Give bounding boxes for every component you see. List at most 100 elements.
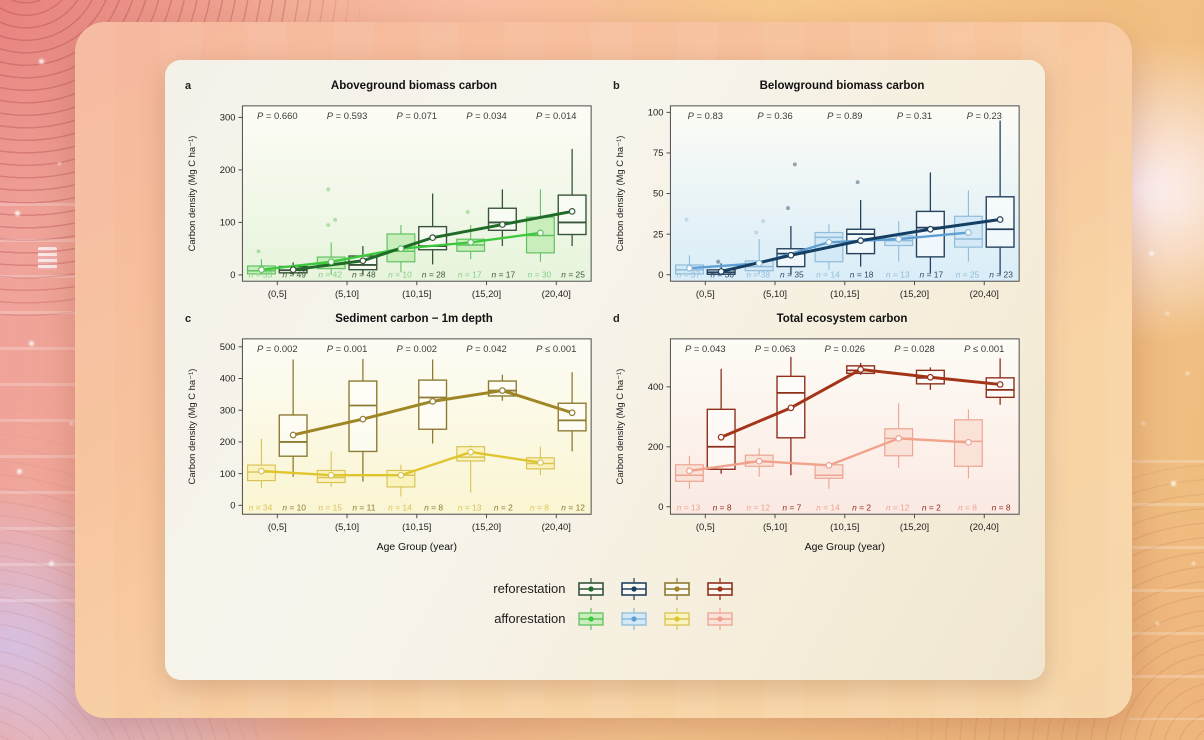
svg-text:P = 0.028: P = 0.028 xyxy=(894,343,935,354)
svg-text:P = 0.042: P = 0.042 xyxy=(466,343,507,354)
svg-text:(15,20]: (15,20] xyxy=(472,521,501,532)
svg-text:P ≤ 0.001: P ≤ 0.001 xyxy=(964,343,1004,354)
svg-text:P = 0.002: P = 0.002 xyxy=(397,343,438,354)
svg-text:n = 42: n = 42 xyxy=(318,269,342,279)
svg-text:(10,15]: (10,15] xyxy=(402,288,431,299)
legend: reforestation afforestation xyxy=(165,576,1045,632)
svg-text:200: 200 xyxy=(648,441,664,452)
legend-boxplot-icon xyxy=(620,607,647,630)
svg-text:(5,10]: (5,10] xyxy=(335,288,359,299)
panel-letter-a: a xyxy=(185,80,192,92)
svg-text:(5,10]: (5,10] xyxy=(763,521,787,532)
svg-text:n = 11: n = 11 xyxy=(352,502,375,512)
horizontal-lines-right xyxy=(1129,420,1204,720)
panel-a: a Aboveground biomass carbon P = 0.660 P … xyxy=(181,80,607,313)
panel-a-chart: P = 0.660 P = 0.593 P = 0.071 P = 0.034 P = … xyxy=(186,105,592,299)
legend-label-afforestation: afforestation xyxy=(494,611,566,627)
svg-text:200: 200 xyxy=(220,436,236,447)
svg-text:Carbon density (Mg C ha⁻¹): Carbon density (Mg C ha⁻¹) xyxy=(186,136,197,252)
legend-glyphs-reforestation xyxy=(574,576,737,602)
svg-text:(0,5]: (0,5] xyxy=(696,521,715,532)
svg-text:n = 10: n = 10 xyxy=(388,269,412,279)
panel-letter-c: c xyxy=(185,312,192,325)
svg-text:n = 8: n = 8 xyxy=(424,502,443,512)
svg-text:75: 75 xyxy=(653,147,663,158)
striped-chip-decoration xyxy=(38,247,57,270)
svg-text:Age Group (year): Age Group (year) xyxy=(805,542,885,553)
svg-text:(20,40]: (20,40] xyxy=(970,521,999,532)
svg-text:n = 12: n = 12 xyxy=(561,502,585,512)
legend-glyphs-afforestation xyxy=(574,606,737,632)
svg-text:P = 0.014: P = 0.014 xyxy=(536,110,577,121)
svg-text:0: 0 xyxy=(658,501,663,512)
svg-text:n = 17: n = 17 xyxy=(458,269,482,279)
svg-text:100: 100 xyxy=(648,107,664,118)
svg-text:n = 15: n = 15 xyxy=(318,502,342,512)
svg-text:n = 8: n = 8 xyxy=(958,502,977,512)
svg-text:n = 12: n = 12 xyxy=(746,502,770,512)
svg-text:Carbon density (Mg C ha⁻¹): Carbon density (Mg C ha⁻¹) xyxy=(614,369,625,485)
svg-text:n = 18: n = 18 xyxy=(850,269,874,279)
panel-letter-d: d xyxy=(613,312,620,325)
legend-boxplot-icon xyxy=(663,577,690,600)
svg-text:P = 0.23: P = 0.23 xyxy=(967,110,1002,121)
svg-text:(0,5]: (0,5] xyxy=(268,288,287,299)
svg-text:n = 12: n = 12 xyxy=(886,502,910,512)
svg-text:(20,40]: (20,40] xyxy=(970,288,999,299)
svg-text:n = 13: n = 13 xyxy=(677,502,701,512)
svg-text:n = 2: n = 2 xyxy=(922,502,941,512)
svg-text:400: 400 xyxy=(648,381,664,392)
svg-text:0: 0 xyxy=(230,499,235,510)
svg-text:P = 0.071: P = 0.071 xyxy=(397,110,438,121)
svg-text:(20,40]: (20,40] xyxy=(542,288,571,299)
figure-card: a Aboveground biomass carbon P = 0.660 P … xyxy=(165,60,1045,680)
slide-card: a Aboveground biomass carbon P = 0.660 P … xyxy=(75,22,1132,718)
svg-text:n = 14: n = 14 xyxy=(816,269,840,279)
svg-text:n = 38: n = 38 xyxy=(746,269,770,279)
legend-boxplot-icon xyxy=(577,577,604,600)
svg-text:200: 200 xyxy=(220,164,236,175)
svg-text:P = 0.83: P = 0.83 xyxy=(688,110,723,121)
svg-text:n = 8: n = 8 xyxy=(992,502,1011,512)
svg-text:P = 0.593: P = 0.593 xyxy=(327,110,368,121)
svg-text:(5,10]: (5,10] xyxy=(763,288,787,299)
svg-text:P = 0.002: P = 0.002 xyxy=(257,343,298,354)
sparkle-dots xyxy=(0,0,3,3)
svg-text:(15,20]: (15,20] xyxy=(472,288,501,299)
svg-text:(20,40]: (20,40] xyxy=(542,521,571,532)
svg-text:n = 37: n = 37 xyxy=(677,269,701,279)
legend-label-reforestation: reforestation xyxy=(493,581,566,597)
svg-text:P = 0.026: P = 0.026 xyxy=(825,343,866,354)
svg-text:n = 8: n = 8 xyxy=(713,502,732,512)
svg-text:n = 30: n = 30 xyxy=(528,269,552,279)
svg-text:n = 14: n = 14 xyxy=(816,502,840,512)
svg-text:n = 48: n = 48 xyxy=(352,269,376,279)
legend-row-reforestation: reforestation xyxy=(474,576,737,602)
svg-text:(10,15]: (10,15] xyxy=(830,288,859,299)
panel-b-chart: P = 0.83 P = 0.36 P = 0.89 P = 0.31 P = 0.23… xyxy=(614,105,1020,299)
panel-b-title: Belowground biomass carbon xyxy=(759,80,925,92)
svg-text:(10,15]: (10,15] xyxy=(402,521,431,532)
svg-text:0: 0 xyxy=(230,269,235,280)
svg-text:100: 100 xyxy=(220,468,236,479)
svg-text:0: 0 xyxy=(658,269,663,280)
svg-text:n = 14: n = 14 xyxy=(388,502,412,512)
svg-text:P = 0.660: P = 0.660 xyxy=(257,110,298,121)
svg-text:(0,5]: (0,5] xyxy=(268,521,287,532)
panel-c-title: Sediment carbon − 1m depth xyxy=(335,312,493,325)
svg-text:(15,20]: (15,20] xyxy=(900,288,929,299)
svg-text:n = 28: n = 28 xyxy=(422,269,446,279)
svg-text:400: 400 xyxy=(220,373,236,384)
svg-text:100: 100 xyxy=(220,217,236,228)
svg-text:n = 2: n = 2 xyxy=(852,502,871,512)
svg-text:P = 0.31: P = 0.31 xyxy=(897,110,932,121)
svg-text:P = 0.89: P = 0.89 xyxy=(827,110,862,121)
svg-text:n = 8: n = 8 xyxy=(530,502,549,512)
legend-boxplot-icon xyxy=(706,607,733,630)
panel-letter-b: b xyxy=(613,80,620,92)
panel-c-chart: P = 0.002 P = 0.001 P = 0.002 P = 0.042 P ≤ … xyxy=(186,338,592,553)
svg-text:(15,20]: (15,20] xyxy=(900,521,929,532)
svg-text:n = 2: n = 2 xyxy=(494,502,513,512)
svg-text:n = 7: n = 7 xyxy=(782,502,801,512)
svg-text:(5,10]: (5,10] xyxy=(335,521,359,532)
